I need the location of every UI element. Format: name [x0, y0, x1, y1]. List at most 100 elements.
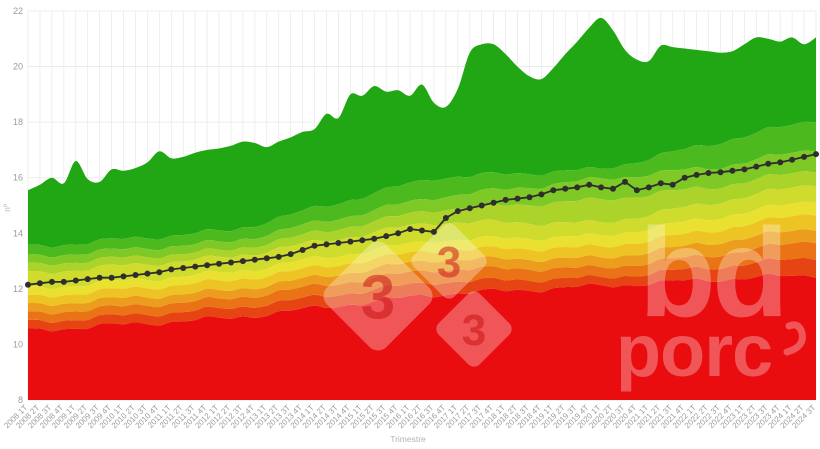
- mean-point[interactable]: [132, 272, 139, 278]
- mean-point[interactable]: [454, 208, 461, 215]
- band-1: [28, 17, 816, 248]
- mean-point[interactable]: [156, 269, 163, 276]
- mean-point[interactable]: [562, 185, 569, 192]
- mean-point[interactable]: [84, 276, 91, 283]
- mean-point[interactable]: [430, 228, 437, 235]
- mean-point[interactable]: [526, 194, 533, 201]
- mean-point[interactable]: [120, 273, 127, 280]
- mean-point[interactable]: [60, 278, 67, 285]
- y-tick-label: 10: [13, 339, 23, 349]
- band-6: [28, 201, 816, 298]
- mean-point[interactable]: [801, 153, 808, 160]
- mean-point[interactable]: [633, 187, 640, 194]
- mean-point[interactable]: [550, 187, 557, 194]
- mean-point[interactable]: [96, 274, 103, 281]
- band-10: [28, 257, 816, 332]
- mean-point[interactable]: [705, 170, 712, 176]
- mean-point[interactable]: [490, 199, 497, 206]
- mean-point[interactable]: [108, 274, 115, 281]
- y-tick-label: 22: [13, 6, 23, 16]
- mean-point[interactable]: [395, 230, 402, 237]
- mean-point[interactable]: [669, 181, 676, 188]
- mean-point[interactable]: [789, 156, 796, 163]
- mean-point[interactable]: [741, 166, 748, 173]
- mean-point[interactable]: [228, 259, 234, 266]
- mean-point[interactable]: [383, 233, 390, 240]
- y-tick-label: 18: [13, 117, 23, 127]
- y-tick-label: 14: [13, 228, 23, 238]
- watermark-three-glyph: 3: [462, 306, 486, 355]
- mean-point[interactable]: [299, 247, 306, 253]
- diamond-shape: [411, 223, 487, 299]
- band-2: [28, 121, 816, 258]
- mean-point[interactable]: [502, 196, 509, 203]
- mean-point[interactable]: [729, 167, 736, 174]
- mean-point[interactable]: [72, 277, 79, 284]
- mean-point[interactable]: [323, 241, 330, 248]
- mean-point[interactable]: [813, 151, 819, 158]
- mean-point[interactable]: [514, 195, 521, 202]
- band-8: [28, 229, 816, 315]
- mean-point[interactable]: [598, 184, 605, 191]
- mean-point[interactable]: [287, 251, 294, 258]
- pig-tail-icon: [783, 321, 806, 356]
- mean-point[interactable]: [335, 240, 342, 246]
- mean-point[interactable]: [610, 185, 616, 192]
- band-4: [28, 171, 816, 274]
- mean-point[interactable]: [693, 171, 700, 178]
- mean-point[interactable]: [765, 160, 772, 167]
- mean-point[interactable]: [622, 178, 628, 185]
- mean-point[interactable]: [359, 237, 366, 244]
- y-axis-title: nº: [2, 204, 12, 212]
- mean-point[interactable]: [657, 180, 664, 187]
- mean-point[interactable]: [251, 256, 258, 263]
- mean-point[interactable]: [263, 255, 270, 262]
- mean-point[interactable]: [371, 235, 378, 242]
- y-tick-label: 8: [18, 395, 23, 405]
- mean-point[interactable]: [168, 266, 175, 273]
- mean-point[interactable]: [538, 191, 545, 198]
- watermark-bd-text: bd: [639, 202, 785, 343]
- mean-point[interactable]: [442, 215, 449, 221]
- mean-point[interactable]: [180, 265, 187, 271]
- mean-point[interactable]: [586, 181, 593, 188]
- band-7: [28, 214, 816, 307]
- mean-point[interactable]: [681, 174, 688, 181]
- mean-point[interactable]: [275, 253, 282, 260]
- y-tick-label: 20: [13, 62, 23, 72]
- mean-point[interactable]: [466, 205, 473, 212]
- diamond-shape: [436, 291, 512, 367]
- mean-line-series: [25, 151, 819, 288]
- mean-point[interactable]: [36, 280, 43, 287]
- mean-point[interactable]: [645, 184, 652, 191]
- mean-point[interactable]: [574, 184, 581, 191]
- mean-point[interactable]: [192, 263, 199, 270]
- diamond-shape: [323, 241, 433, 351]
- mean-point[interactable]: [204, 262, 211, 269]
- mean-point[interactable]: [777, 159, 784, 166]
- band-3: [28, 150, 816, 266]
- mean-point[interactable]: [48, 278, 55, 285]
- band-9: [28, 241, 816, 323]
- mean-point[interactable]: [25, 281, 31, 288]
- watermark-three-glyph: 3: [437, 238, 461, 287]
- mean-point[interactable]: [478, 202, 485, 209]
- mean-point[interactable]: [717, 169, 724, 176]
- x-axis-title: Trimestre: [390, 434, 426, 444]
- watermark-three-glyph: 3: [361, 263, 395, 332]
- watermark-333: 333: [323, 223, 512, 367]
- watermark-porc-text: porc: [616, 309, 772, 392]
- mean-point[interactable]: [311, 242, 318, 249]
- mean-point[interactable]: [407, 226, 414, 233]
- mean-point[interactable]: [239, 258, 246, 265]
- mean-point[interactable]: [753, 163, 760, 170]
- y-tick-label: 12: [13, 284, 23, 294]
- mean-point[interactable]: [419, 227, 425, 234]
- mean-point[interactable]: [347, 238, 354, 245]
- mean-point[interactable]: [216, 260, 222, 267]
- y-tick-label: 16: [13, 173, 23, 183]
- mean-point[interactable]: [144, 270, 151, 277]
